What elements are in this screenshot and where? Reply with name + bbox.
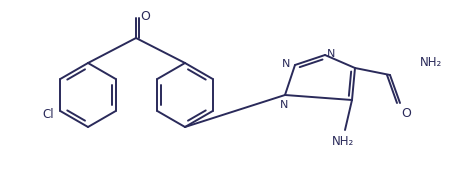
Text: N: N [327,49,336,59]
Text: O: O [140,10,150,22]
Text: O: O [401,107,411,120]
Text: N: N [280,100,288,110]
Text: NH₂: NH₂ [420,56,442,69]
Text: N: N [282,59,290,69]
Text: NH₂: NH₂ [332,135,354,148]
Text: Cl: Cl [42,109,54,121]
